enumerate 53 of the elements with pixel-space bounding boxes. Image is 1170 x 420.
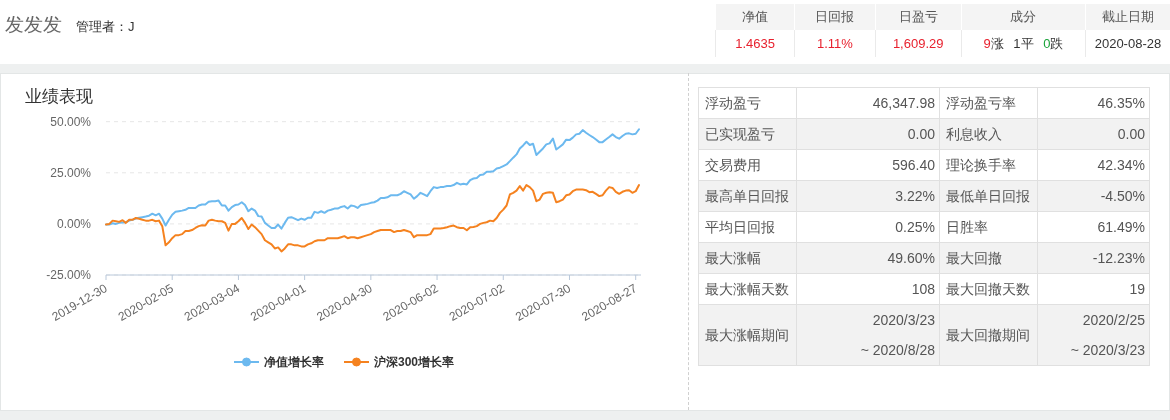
line-series (105, 128, 640, 230)
category-label: 最大涨幅期间 (698, 304, 797, 366)
category-label: 浮动盈亏 (698, 87, 797, 119)
category-label: 理论换手率 (939, 149, 1038, 181)
text: 2020/2/25 ~ 2020/3/23 (1070, 312, 1145, 358)
category-label: 平均日回报 (698, 211, 797, 243)
text: 0.00 (907, 126, 935, 142)
text: 发发发 (5, 13, 62, 37)
text: 46.35% (1097, 95, 1145, 111)
category-label: 净值 (715, 4, 795, 30)
text: 3.22% (895, 188, 935, 204)
text: 19 (1129, 281, 1145, 297)
text: 1.11% (816, 36, 853, 51)
y-tick-label: 25.00% (50, 166, 92, 180)
category-label: 最低单日回报 (939, 180, 1038, 212)
text: 2020/3/23 ~ 2020/8/28 (860, 312, 935, 358)
category-label: 截止日期 (1085, 4, 1170, 30)
text: 1,609.29 (892, 36, 944, 51)
category-label: 最高单日回报 (698, 180, 797, 212)
text: 42.34% (1097, 157, 1145, 173)
category-label: 交易费用 (698, 149, 797, 181)
text: 46,347.98 (872, 95, 935, 111)
category-label: 日回报 (794, 4, 876, 30)
y-tick-label: 0.00% (56, 217, 92, 232)
text: -12.23% (1092, 250, 1145, 266)
category-label: 利息收入 (939, 118, 1038, 150)
legend-label: 净值增长率 (263, 355, 324, 370)
category-label: 最大回撤天数 (939, 273, 1038, 305)
text: 2020-08-28 (1094, 36, 1162, 51)
text: 0.00 (1117, 126, 1145, 142)
text: 108 (911, 281, 935, 297)
legend-label: 沪深300增长率 (372, 355, 455, 370)
line-series (105, 184, 640, 253)
y-tick-label: -25.00% (46, 268, 92, 283)
text: -4.50% (1100, 188, 1145, 204)
chart-title: 业绩表现 (25, 87, 93, 106)
text: 9涨 1平 0跌 (983, 35, 1064, 51)
text: 0.25% (895, 219, 935, 235)
category-label: 已实现盈亏 (698, 118, 797, 150)
text: 49.60% (887, 250, 935, 266)
y-tick-label: 50.00% (50, 114, 92, 129)
text: 管理者：J (76, 18, 135, 36)
text: 1.4635 (735, 36, 776, 51)
category-label: 日盈亏 (875, 4, 962, 30)
category-label: 最大涨幅天数 (698, 273, 797, 305)
text: 596.40 (892, 157, 935, 173)
category-label: 最大涨幅 (698, 242, 797, 274)
text: 61.49% (1097, 219, 1145, 235)
category-label: 最大回撤期间 (939, 304, 1038, 366)
category-label: 浮动盈亏率 (939, 87, 1038, 119)
category-label: 最大回撤 (939, 242, 1038, 274)
category-label: 日胜率 (939, 211, 1038, 243)
category-label: 成分 (961, 4, 1086, 30)
